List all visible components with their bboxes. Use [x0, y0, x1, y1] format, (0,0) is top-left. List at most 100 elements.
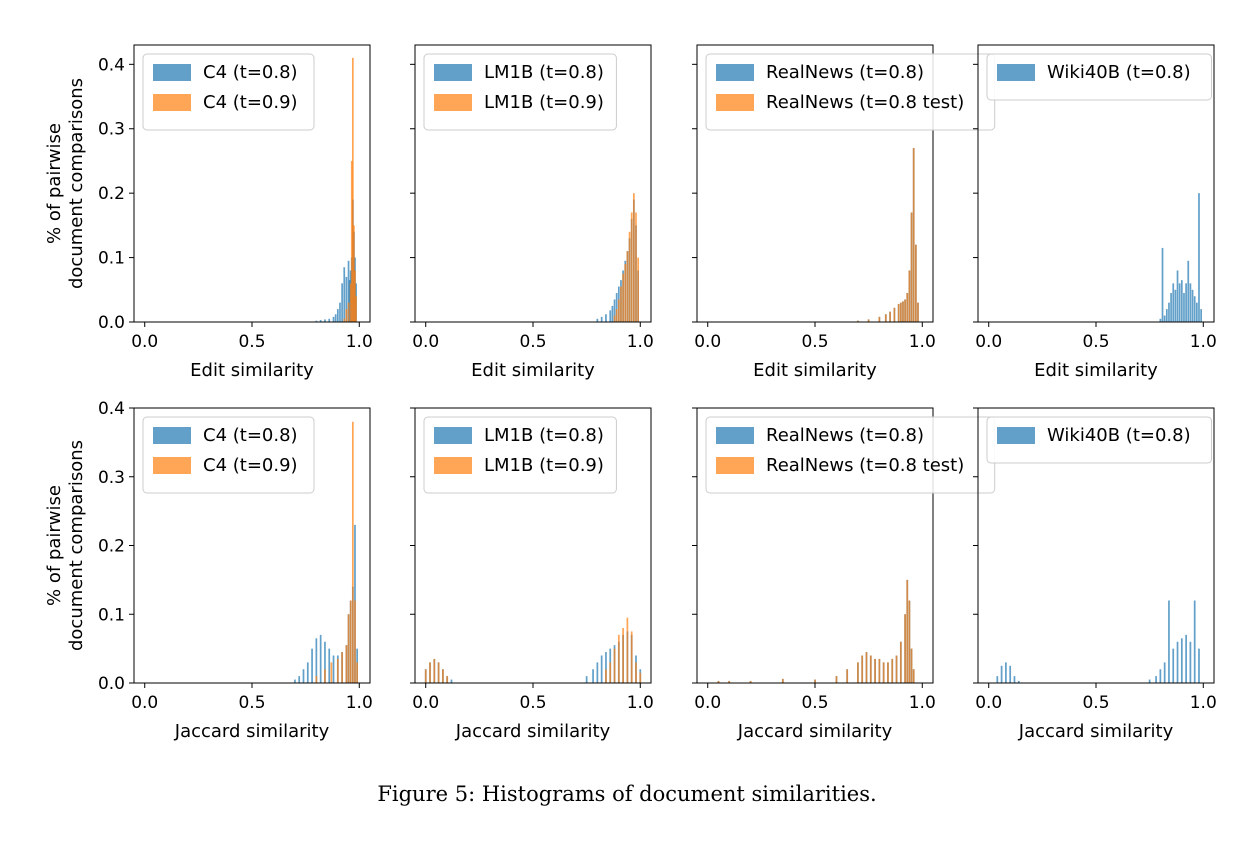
- histogram-bar: [632, 193, 635, 322]
- histogram-bar: [315, 638, 318, 683]
- histogram-bar: [609, 662, 612, 684]
- x-tick-label: 0.5: [238, 332, 265, 352]
- histogram-bar: [350, 160, 353, 322]
- legend-swatch: [153, 457, 191, 474]
- histogram-bar: [893, 307, 896, 322]
- y-axis-label: % of pairwisedocument comparisons: [44, 78, 87, 289]
- histogram-bar: [343, 318, 346, 322]
- histogram-bar: [1193, 296, 1196, 322]
- histogram-bar: [908, 600, 911, 683]
- x-axis-label: Edit similarity: [1034, 360, 1158, 381]
- histogram-bar: [1170, 293, 1172, 322]
- histogram-bar: [912, 148, 915, 322]
- histogram-bar: [351, 421, 354, 683]
- y-tick-label: 0.1: [98, 249, 125, 269]
- histogram-bar: [311, 648, 313, 684]
- histogram-bar: [600, 316, 603, 322]
- histogram-bar: [324, 319, 326, 322]
- histogram-bar: [889, 311, 891, 322]
- y-axis-label: % of pairwisedocument comparisons: [44, 440, 87, 651]
- legend-box: [986, 416, 1212, 464]
- subplot-1-3: 0.0 0.5 1.0 Jaccard similarity Wiki40B (t=0.…: [973, 407, 1217, 742]
- y-tick-label: 0.0: [98, 313, 125, 333]
- histogram-bar: [585, 676, 588, 684]
- histogram-bar: [1165, 309, 1168, 322]
- histogram-bar: [1180, 638, 1183, 683]
- histogram-bar: [878, 658, 881, 683]
- histogram-bar: [354, 600, 356, 683]
- histogram-bar: [857, 320, 859, 322]
- legend-swatch: [153, 427, 191, 444]
- histogram-bar: [910, 212, 913, 322]
- histogram-bar: [1189, 283, 1192, 322]
- histogram-bar: [867, 319, 870, 322]
- x-tick-label: 0.5: [519, 332, 546, 352]
- y-tick-label: 0.3: [98, 120, 125, 140]
- histogram-bar: [424, 669, 427, 683]
- histogram-bar: [332, 655, 335, 683]
- histogram-bar: [1174, 289, 1177, 322]
- histogram-bar: [626, 617, 629, 683]
- x-tick-label: 0.0: [975, 693, 1002, 713]
- histogram-bar: [330, 662, 333, 684]
- subplot-0-2: 0.0 0.5 1.0 Edit similarity RealNews (t=0.8)…: [692, 44, 996, 381]
- histogram-bar: [884, 314, 887, 322]
- legend-swatch: [716, 427, 754, 444]
- histogram-bar: [341, 652, 343, 683]
- histogram-bar: [1187, 260, 1190, 322]
- histogram-bar: [1183, 293, 1185, 322]
- histogram-bar: [617, 634, 620, 684]
- histogram-bar: [904, 614, 906, 683]
- histogram-bar: [353, 225, 355, 322]
- histogram-bar: [605, 652, 607, 683]
- y-tick-label: 0.1: [98, 605, 125, 625]
- histogram-bar: [605, 669, 607, 683]
- legend-label: RealNews (t=0.8 test): [766, 455, 964, 476]
- x-tick-label: 1.0: [627, 332, 654, 352]
- histogram-bar: [1200, 309, 1202, 322]
- x-axis-label: Jaccard similarity: [737, 721, 893, 742]
- histogram-bar: [728, 680, 731, 683]
- histogram-bar: [635, 662, 637, 684]
- x-tick-label: 1.0: [1190, 332, 1217, 352]
- histogram-bar: [878, 316, 881, 322]
- y-tick-label: 0.0: [98, 674, 125, 694]
- legend-label: LM1B (t=0.9): [484, 455, 604, 476]
- x-tick-label: 0.5: [1082, 332, 1109, 352]
- y-tick-label: 0.2: [98, 537, 125, 557]
- legend-label: C4 (t=0.9): [203, 92, 298, 113]
- histogram-bar: [324, 641, 326, 683]
- histogram-bar: [620, 286, 622, 322]
- subplot-0-0: 0.0 0.5 1.0 0.0 0.1 0.2 0.3 0.4 Edit similarity%…: [44, 44, 373, 381]
- histogram-bar: [906, 293, 909, 322]
- histogram-bar: [302, 669, 305, 683]
- histogram-bar: [1017, 680, 1020, 683]
- histogram-bar: [1161, 247, 1164, 322]
- histogram-bar: [630, 631, 633, 683]
- x-tick-label: 1.0: [909, 693, 936, 713]
- histogram-bar: [1198, 193, 1200, 322]
- histogram-bar: [442, 669, 444, 683]
- x-axis-label: Jaccard similarity: [455, 721, 611, 742]
- figure-caption: Figure 5: Histograms of document similar…: [377, 782, 877, 806]
- histogram-bar: [882, 662, 885, 684]
- legend-swatch: [434, 64, 472, 81]
- histogram-bar: [1185, 634, 1187, 684]
- x-tick-label: 0.0: [412, 693, 439, 713]
- x-tick-label: 0.5: [238, 693, 265, 713]
- x-tick-label: 0.0: [694, 332, 721, 352]
- histogram-bar: [592, 669, 594, 683]
- histogram-bar: [1176, 641, 1179, 683]
- histogram-bar: [348, 280, 351, 322]
- histogram-bar: [450, 679, 453, 683]
- subplot-1-1: 0.0 0.5 1.0 Jaccard similarity LM1B (t=0.8) L…: [410, 407, 654, 742]
- x-axis-label: Edit similarity: [471, 360, 595, 381]
- histogram-bar: [635, 212, 637, 322]
- y-tick-label: 0.2: [98, 184, 125, 204]
- histogram-bar: [835, 676, 838, 684]
- histogram-bar: [347, 302, 350, 322]
- histogram-bar: [1009, 665, 1012, 683]
- histogram-bar: [328, 318, 331, 322]
- x-tick-label: 1.0: [1190, 693, 1217, 713]
